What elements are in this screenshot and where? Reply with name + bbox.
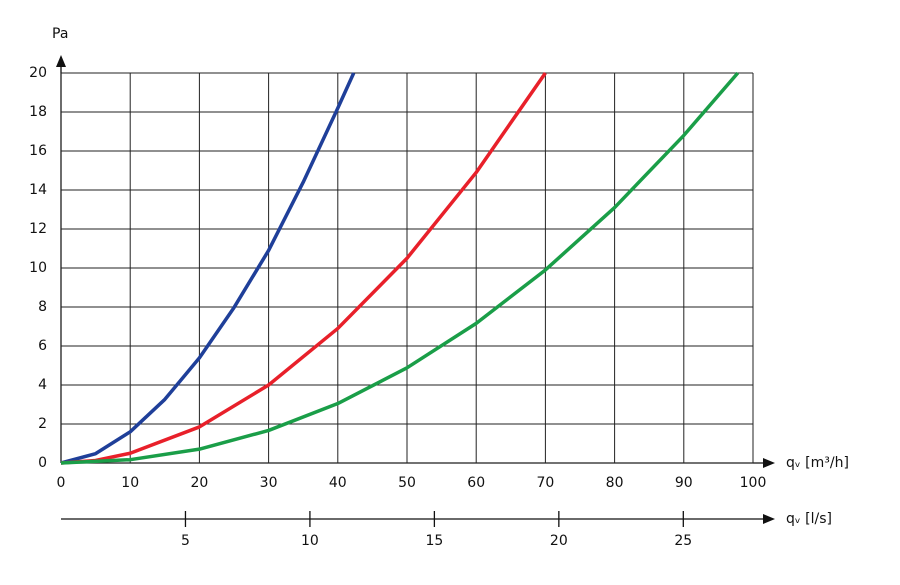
x2-tick-label: 20 xyxy=(550,533,568,549)
x-tick-label: 40 xyxy=(329,475,347,491)
x-tick-label: 30 xyxy=(260,475,278,491)
y-tick-label: 2 xyxy=(38,416,47,432)
y-tick-label: 6 xyxy=(38,338,47,354)
y-axis-label: Pa xyxy=(52,26,68,42)
x2-tick-label: 5 xyxy=(181,533,190,549)
x-tick-label: 80 xyxy=(606,475,624,491)
y-axis-arrow xyxy=(56,55,66,67)
x-axis-arrow xyxy=(763,458,775,468)
x2-tick-label: 15 xyxy=(425,533,443,549)
y-tick-label: 20 xyxy=(29,65,47,81)
x-tick-label: 60 xyxy=(467,475,485,491)
x2-tick-label: 10 xyxy=(301,533,319,549)
x2-axis-arrow xyxy=(763,514,775,524)
series-line xyxy=(60,72,547,465)
y-tick-label: 10 xyxy=(29,260,47,276)
series-line xyxy=(60,72,356,465)
x-tick-label: 100 xyxy=(740,475,767,491)
x-tick-label: 20 xyxy=(190,475,208,491)
x2-axis-label: qᵥ [l/s] xyxy=(786,511,832,527)
x-axis-label: qᵥ [m³/h] xyxy=(786,455,849,471)
y-tick-label: 0 xyxy=(38,455,47,471)
y-tick-label: 18 xyxy=(29,104,47,120)
y-tick-label: 8 xyxy=(38,299,47,315)
x-tick-label: 90 xyxy=(675,475,693,491)
y-tick-label: 14 xyxy=(29,182,47,198)
y-tick-label: 16 xyxy=(29,143,47,159)
x-tick-label: 0 xyxy=(57,475,66,491)
y-tick-label: 12 xyxy=(29,221,47,237)
x-tick-label: 10 xyxy=(121,475,139,491)
y-tick-label: 4 xyxy=(38,377,47,393)
x2-tick-label: 25 xyxy=(674,533,692,549)
series-line xyxy=(60,71,740,465)
x-tick-label: 50 xyxy=(398,475,416,491)
x-tick-label: 70 xyxy=(536,475,554,491)
